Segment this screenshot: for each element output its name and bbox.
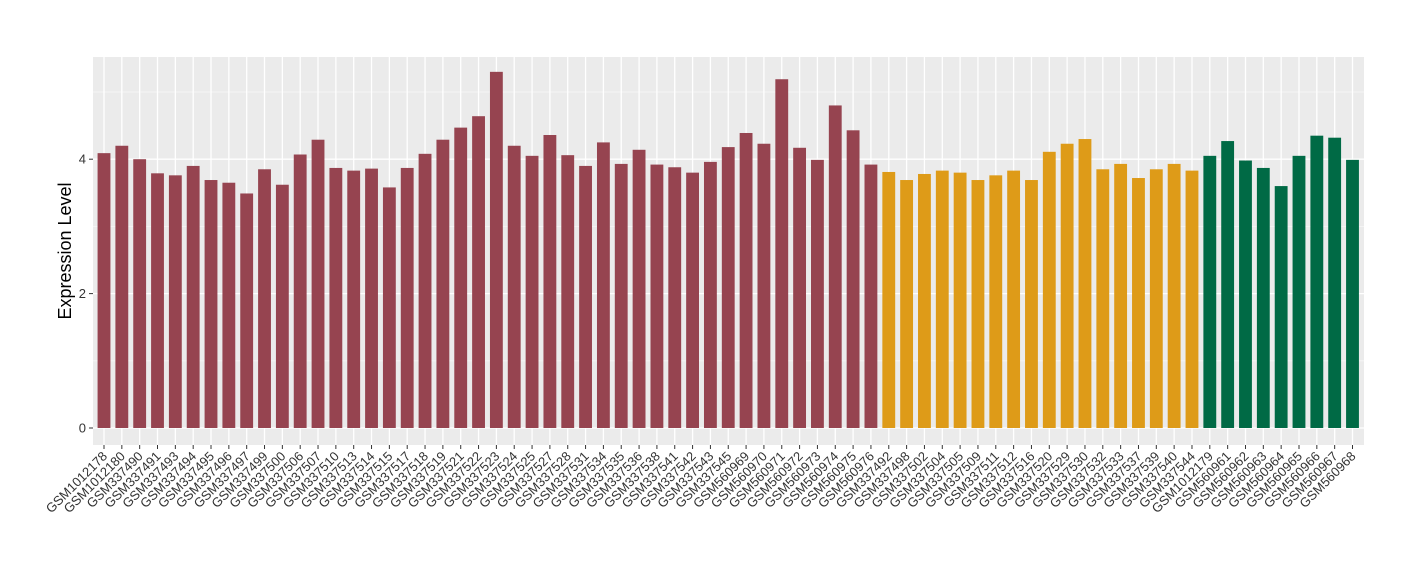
bar-GSM337499	[258, 169, 271, 428]
bar-GSM560968	[1346, 159, 1359, 428]
y-axis: 0 2 4	[79, 152, 93, 436]
bar-GSM337506	[293, 154, 307, 428]
bar-GSM337493	[168, 175, 182, 428]
bar-GSM337496	[222, 182, 236, 428]
bar-GSM337504	[935, 170, 949, 428]
y-tick-label: 0	[79, 421, 86, 436]
bar-GSM560971	[775, 79, 789, 428]
bar-GSM337516	[1025, 180, 1038, 428]
bar-GSM337498	[900, 180, 914, 428]
bar-GSM560962	[1239, 160, 1252, 429]
bar-GSM337543	[703, 161, 717, 428]
bar-GSM560961	[1221, 141, 1235, 428]
bar-GSM560963	[1256, 167, 1270, 428]
bar-GSM337539	[1149, 169, 1163, 428]
bar-GSM337535	[614, 163, 628, 428]
bar-GSM560972	[793, 147, 807, 428]
x-axis: GSM1012178GSM1012180GSM337490GSM337491GS…	[43, 445, 1359, 516]
bar-GSM337525	[525, 155, 539, 428]
bar-GSM337491	[151, 173, 164, 428]
y-axis-title: Expression Level	[55, 182, 75, 319]
bar-GSM337533	[1114, 163, 1128, 428]
bar-GSM1012180	[115, 145, 129, 428]
bar-GSM560964	[1274, 186, 1288, 428]
bar-GSM1012179	[1203, 155, 1217, 428]
bar-GSM337545	[721, 147, 735, 428]
bar-GSM337518	[418, 153, 432, 428]
bar-GSM337532	[1096, 169, 1110, 428]
bar-GSM337523	[489, 71, 503, 428]
y-tick-label: 2	[79, 286, 86, 301]
bar-GSM337495	[204, 180, 218, 428]
bar-GSM560967	[1328, 137, 1342, 428]
bar-GSM337544	[1185, 170, 1199, 428]
bar-GSM337514	[365, 168, 378, 429]
bar-GSM337541	[668, 167, 682, 428]
bar-GSM337540	[1167, 163, 1181, 428]
bar-GSM337524	[507, 145, 521, 428]
bar-GSM337517	[400, 167, 414, 428]
bar-GSM337529	[1060, 143, 1074, 429]
bar-GSM337500	[275, 184, 289, 428]
bar-GSM337494	[186, 165, 200, 429]
bar-GSM560975	[846, 130, 860, 429]
bar-GSM337519	[436, 139, 450, 428]
bar-GSM337531	[579, 165, 592, 429]
bar-GSM337505	[953, 172, 967, 428]
bar-GSM337492	[882, 171, 896, 428]
bars	[97, 71, 1359, 429]
bar-GSM337490	[133, 159, 147, 428]
bar-GSM560965	[1292, 155, 1306, 428]
bar-GSM337538	[650, 164, 664, 428]
bar-GSM337537	[1132, 178, 1145, 428]
bar-GSM337534	[596, 142, 610, 428]
bar-GSM337512	[1007, 170, 1021, 428]
bar-GSM337536	[632, 149, 646, 429]
bar-GSM337513	[347, 170, 361, 428]
bar-GSM337522	[472, 116, 485, 428]
bar-GSM337527	[543, 135, 557, 428]
bar-GSM337521	[454, 127, 468, 429]
bar-GSM337502	[918, 173, 931, 428]
bar-GSM337530	[1078, 139, 1092, 429]
bar-GSM560974	[828, 105, 842, 428]
bar-GSM560976	[864, 164, 878, 428]
bar-GSM560969	[739, 132, 753, 429]
bar-GSM337507	[311, 139, 325, 428]
bar-GSM337528	[561, 155, 575, 429]
bar-GSM337510	[329, 167, 343, 428]
bar-GSM337511	[989, 175, 1003, 428]
bar-GSM560970	[757, 143, 771, 429]
bar-GSM337520	[1042, 151, 1056, 428]
bar-GSM337542	[686, 172, 699, 428]
bar-GSM560973	[811, 159, 824, 428]
bar-GSM337509	[971, 180, 985, 428]
y-tick-label: 4	[79, 152, 86, 167]
bar-GSM337515	[382, 187, 396, 428]
bar-GSM1012178	[97, 153, 111, 428]
bar-GSM337497	[240, 193, 254, 428]
bar-GSM560966	[1310, 135, 1324, 428]
